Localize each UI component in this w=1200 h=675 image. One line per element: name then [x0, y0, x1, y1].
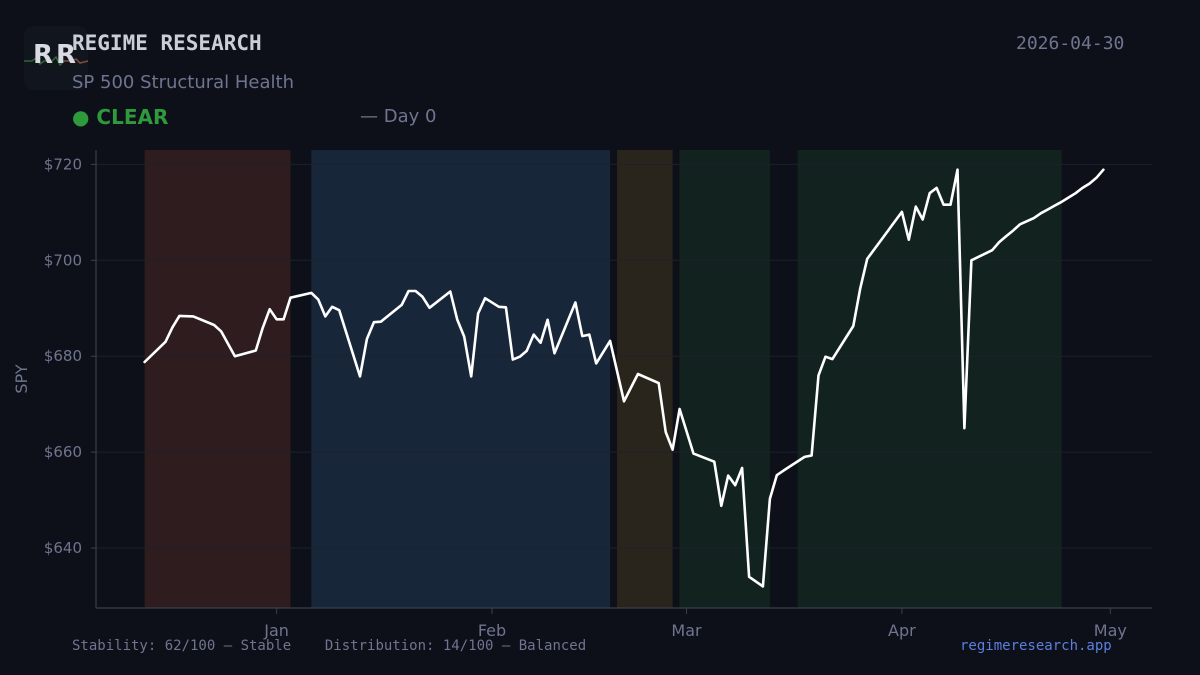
x-tick-label: Mar	[671, 621, 702, 640]
grid-lines	[96, 163, 1152, 549]
y-tick-label: $700	[44, 251, 82, 269]
series-line-1	[143, 168, 1105, 588]
regime-band-5	[797, 150, 1062, 608]
stability-metric: Stability: 62/100 — Stable	[72, 638, 292, 654]
status-label: CLEAR	[96, 105, 169, 129]
price-series	[143, 168, 1105, 588]
y-tick-label: $680	[44, 347, 82, 365]
x-tick-label: May	[1094, 621, 1127, 640]
x-ticks: Jan Feb Mar Apr May	[263, 608, 1127, 640]
footer-metrics: Stability: 62/100 — Stable Distribution:…	[72, 638, 586, 654]
regime-band-1	[144, 150, 291, 608]
y-axis-label: SPY	[12, 364, 31, 393]
logo-wave-icon	[24, 56, 88, 66]
distribution-metric: Distribution: 14/100 — Balanced	[324, 638, 587, 654]
y-tick-label: $660	[44, 443, 82, 461]
y-tick-label: $640	[44, 539, 82, 557]
regime-bands	[144, 150, 1062, 608]
chart-subtitle: SP 500 Structural Health	[72, 72, 294, 93]
x-tick-label: Apr	[888, 621, 916, 640]
x-tick-label: Jan	[263, 621, 289, 640]
regime-day: — Day 0	[360, 106, 437, 127]
report-date: 2026-04-30	[1016, 33, 1125, 54]
site-link[interactable]: regimeresearch.app	[960, 638, 1112, 654]
x-tick-label: Feb	[478, 621, 506, 640]
y-ticks: $640 $660 $680 $700 $720	[44, 155, 96, 557]
logo: RR	[24, 26, 88, 90]
regime-band-3	[617, 150, 673, 608]
regime-band-2	[311, 150, 611, 608]
brand-title: REGIME RESEARCH	[72, 31, 262, 55]
status-dot-icon: ●	[72, 105, 90, 129]
axes	[95, 150, 1152, 609]
y-tick-label: $720	[44, 155, 82, 173]
logo-text: RR	[32, 40, 80, 70]
status-badge: ● CLEAR	[72, 105, 168, 129]
regime-band-4	[679, 150, 770, 608]
